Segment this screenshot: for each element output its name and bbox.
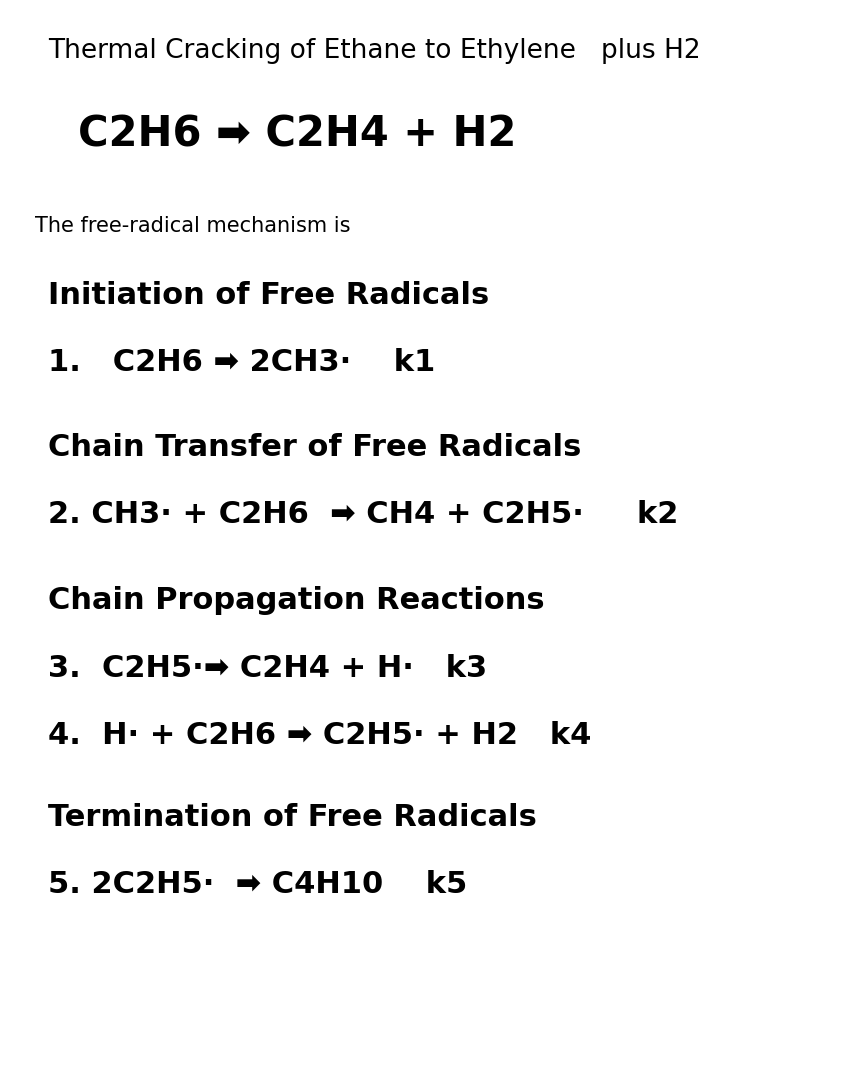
Text: 5. 2C2H5·  ➡ C4H10    k5: 5. 2C2H5· ➡ C4H10 k5 [48, 870, 467, 899]
Text: Chain Transfer of Free Radicals: Chain Transfer of Free Radicals [48, 433, 581, 462]
Text: Chain Propagation Reactions: Chain Propagation Reactions [48, 586, 544, 616]
Text: 4.  H· + C2H6 ➡ C2H5· + H2   k4: 4. H· + C2H6 ➡ C2H5· + H2 k4 [48, 721, 591, 750]
Text: The free-radical mechanism is: The free-radical mechanism is [35, 216, 350, 236]
Text: C2H6 ➡ C2H4 + H2: C2H6 ➡ C2H4 + H2 [78, 114, 516, 156]
Text: 3.  C2H5·➡ C2H4 + H·   k3: 3. C2H5·➡ C2H4 + H· k3 [48, 654, 487, 683]
Text: 2. CH3· + C2H6  ➡ CH4 + C2H5·     k2: 2. CH3· + C2H6 ➡ CH4 + C2H5· k2 [48, 500, 678, 529]
Text: Initiation of Free Radicals: Initiation of Free Radicals [48, 281, 489, 311]
Text: 1.   C2H6 ➡ 2CH3·    k1: 1. C2H6 ➡ 2CH3· k1 [48, 348, 435, 378]
Text: Thermal Cracking of Ethane to Ethylene   plus H2: Thermal Cracking of Ethane to Ethylene p… [48, 38, 700, 64]
Text: Termination of Free Radicals: Termination of Free Radicals [48, 803, 536, 832]
